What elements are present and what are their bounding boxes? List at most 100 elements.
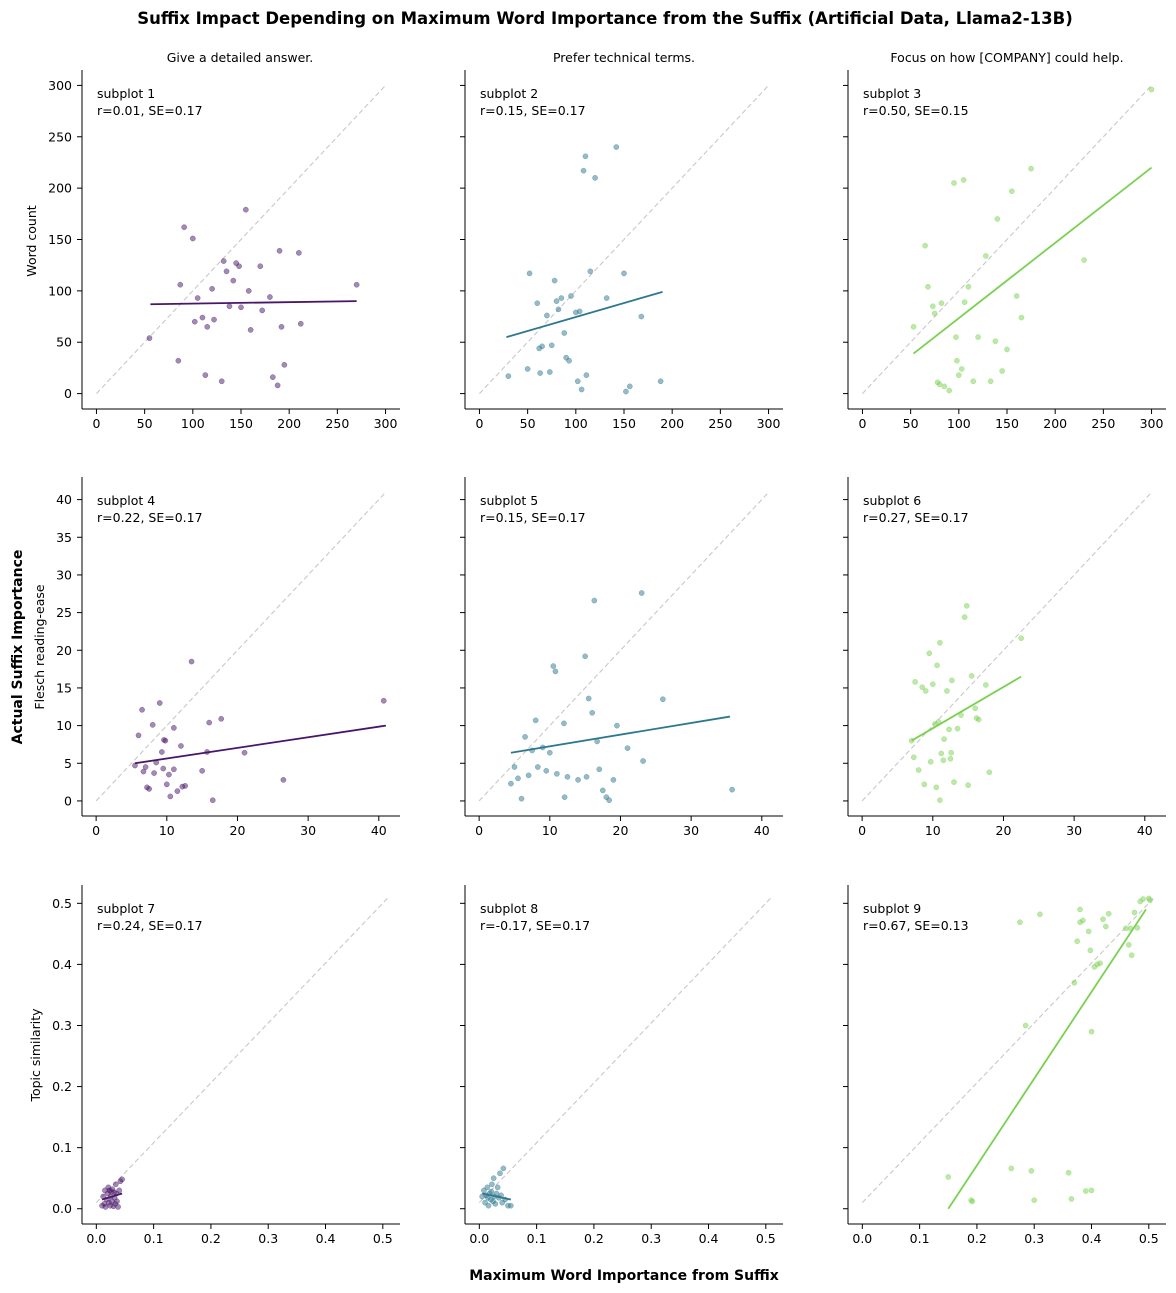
data-point xyxy=(965,283,972,290)
data-point xyxy=(621,270,627,277)
data-point xyxy=(954,725,961,732)
data-point xyxy=(259,307,266,314)
data-point xyxy=(507,1202,514,1209)
data-point xyxy=(1097,960,1103,967)
data-point xyxy=(1022,1022,1029,1029)
data-point xyxy=(1148,86,1155,93)
x-tick-label: 20 xyxy=(613,823,629,838)
data-point xyxy=(660,696,666,703)
x-tick-label: 50 xyxy=(137,416,153,431)
data-point xyxy=(177,281,184,288)
diagonal-reference-line xyxy=(95,491,387,802)
data-point xyxy=(551,277,558,284)
x-tick-label: 300 xyxy=(1140,416,1164,431)
data-point xyxy=(583,773,590,780)
data-point xyxy=(156,700,163,706)
regression-line xyxy=(506,291,663,338)
x-tick-label: 0.5 xyxy=(756,1231,776,1246)
subplot-label: subplot 5 xyxy=(480,493,538,508)
subplot-1: 0 50 100 150 200 250 300 0 50 100 150 200 250 300 subp… xyxy=(48,70,400,431)
data-point xyxy=(582,153,589,160)
data-point xyxy=(564,773,571,780)
x-tick-label: 0.2 xyxy=(201,1231,221,1246)
data-point xyxy=(961,299,968,306)
x-tick-label: 10 xyxy=(159,823,175,838)
data-point xyxy=(171,725,177,731)
y-tick-label: 0.2 xyxy=(52,1079,72,1094)
data-point xyxy=(149,721,156,728)
data-point xyxy=(194,295,201,301)
data-point xyxy=(1102,923,1109,930)
data-point xyxy=(1085,928,1092,935)
x-tick-label: 0.1 xyxy=(527,1231,547,1246)
data-point xyxy=(182,783,189,789)
data-point xyxy=(624,745,631,752)
data-point xyxy=(492,1200,499,1207)
data-point xyxy=(1147,897,1153,904)
data-point xyxy=(247,327,254,333)
y-tick-label: 150 xyxy=(48,232,72,247)
data-point xyxy=(929,303,936,310)
data-point xyxy=(994,216,1001,222)
data-point xyxy=(204,323,211,330)
data-point xyxy=(987,378,994,385)
x-tick-label: 0.5 xyxy=(1139,1231,1159,1246)
data-point xyxy=(946,726,952,733)
y-tick-label: 35 xyxy=(56,530,72,545)
data-point xyxy=(603,295,610,301)
data-point xyxy=(931,310,938,317)
data-point xyxy=(494,1184,501,1191)
data-point xyxy=(1037,911,1043,918)
data-point xyxy=(638,590,645,596)
column-title-1: Give a detailed answer. xyxy=(167,50,314,65)
data-point xyxy=(245,288,252,294)
data-point xyxy=(278,323,285,330)
data-point xyxy=(159,749,165,755)
data-point xyxy=(915,767,922,773)
data-point xyxy=(175,357,182,364)
data-point xyxy=(162,737,169,744)
y-tick-label: 15 xyxy=(56,680,72,695)
data-point xyxy=(1008,1165,1015,1172)
data-point xyxy=(910,754,917,761)
data-point xyxy=(972,705,979,712)
y-tick-label: 30 xyxy=(56,567,72,582)
data-point xyxy=(218,715,225,722)
subplot-7: 0.0 0.1 0.2 0.3 0.4 0.5 0.0 0.1 0.2 0.3 0.4 0.5 subp… xyxy=(52,885,400,1246)
x-tick-label: 40 xyxy=(754,823,770,838)
data-point xyxy=(555,306,562,313)
data-point xyxy=(937,797,943,804)
data-point xyxy=(537,370,544,376)
x-tick-label: 0.2 xyxy=(584,1231,604,1246)
data-point xyxy=(515,775,521,782)
x-tick-label: 20 xyxy=(230,823,246,838)
data-point xyxy=(951,180,957,186)
subplot-grid: 0 50 100 150 200 250 300050100150200250300subp… xyxy=(48,70,1166,1246)
data-point xyxy=(992,338,999,345)
data-point xyxy=(209,797,216,804)
data-point xyxy=(1082,1188,1089,1194)
x-tick-label: 0 xyxy=(475,416,483,431)
data-point xyxy=(910,323,917,330)
data-point xyxy=(1077,906,1083,913)
data-point xyxy=(1018,314,1025,321)
data-point xyxy=(975,716,982,723)
data-point xyxy=(119,1176,125,1183)
data-point xyxy=(927,758,934,765)
y-tick-label: 250 xyxy=(48,129,72,144)
figure-ylabel: Actual Suffix Importance xyxy=(10,550,26,745)
data-point xyxy=(116,1187,123,1194)
x-tick-label: 0.2 xyxy=(967,1231,987,1246)
data-point xyxy=(946,387,953,394)
data-point xyxy=(1018,635,1024,642)
data-point xyxy=(921,781,928,788)
data-point xyxy=(552,668,559,675)
data-point xyxy=(241,749,248,756)
data-point xyxy=(558,295,565,301)
data-point xyxy=(220,258,227,264)
x-tick-label: 100 xyxy=(947,416,971,431)
data-point xyxy=(599,787,606,794)
x-tick-label: 0.1 xyxy=(144,1231,164,1246)
subplot-8: 0.0 0.1 0.2 0.3 0.4 0.5 subplot 8 r=-0.17, SE=0… xyxy=(460,885,783,1246)
data-point xyxy=(146,786,152,792)
